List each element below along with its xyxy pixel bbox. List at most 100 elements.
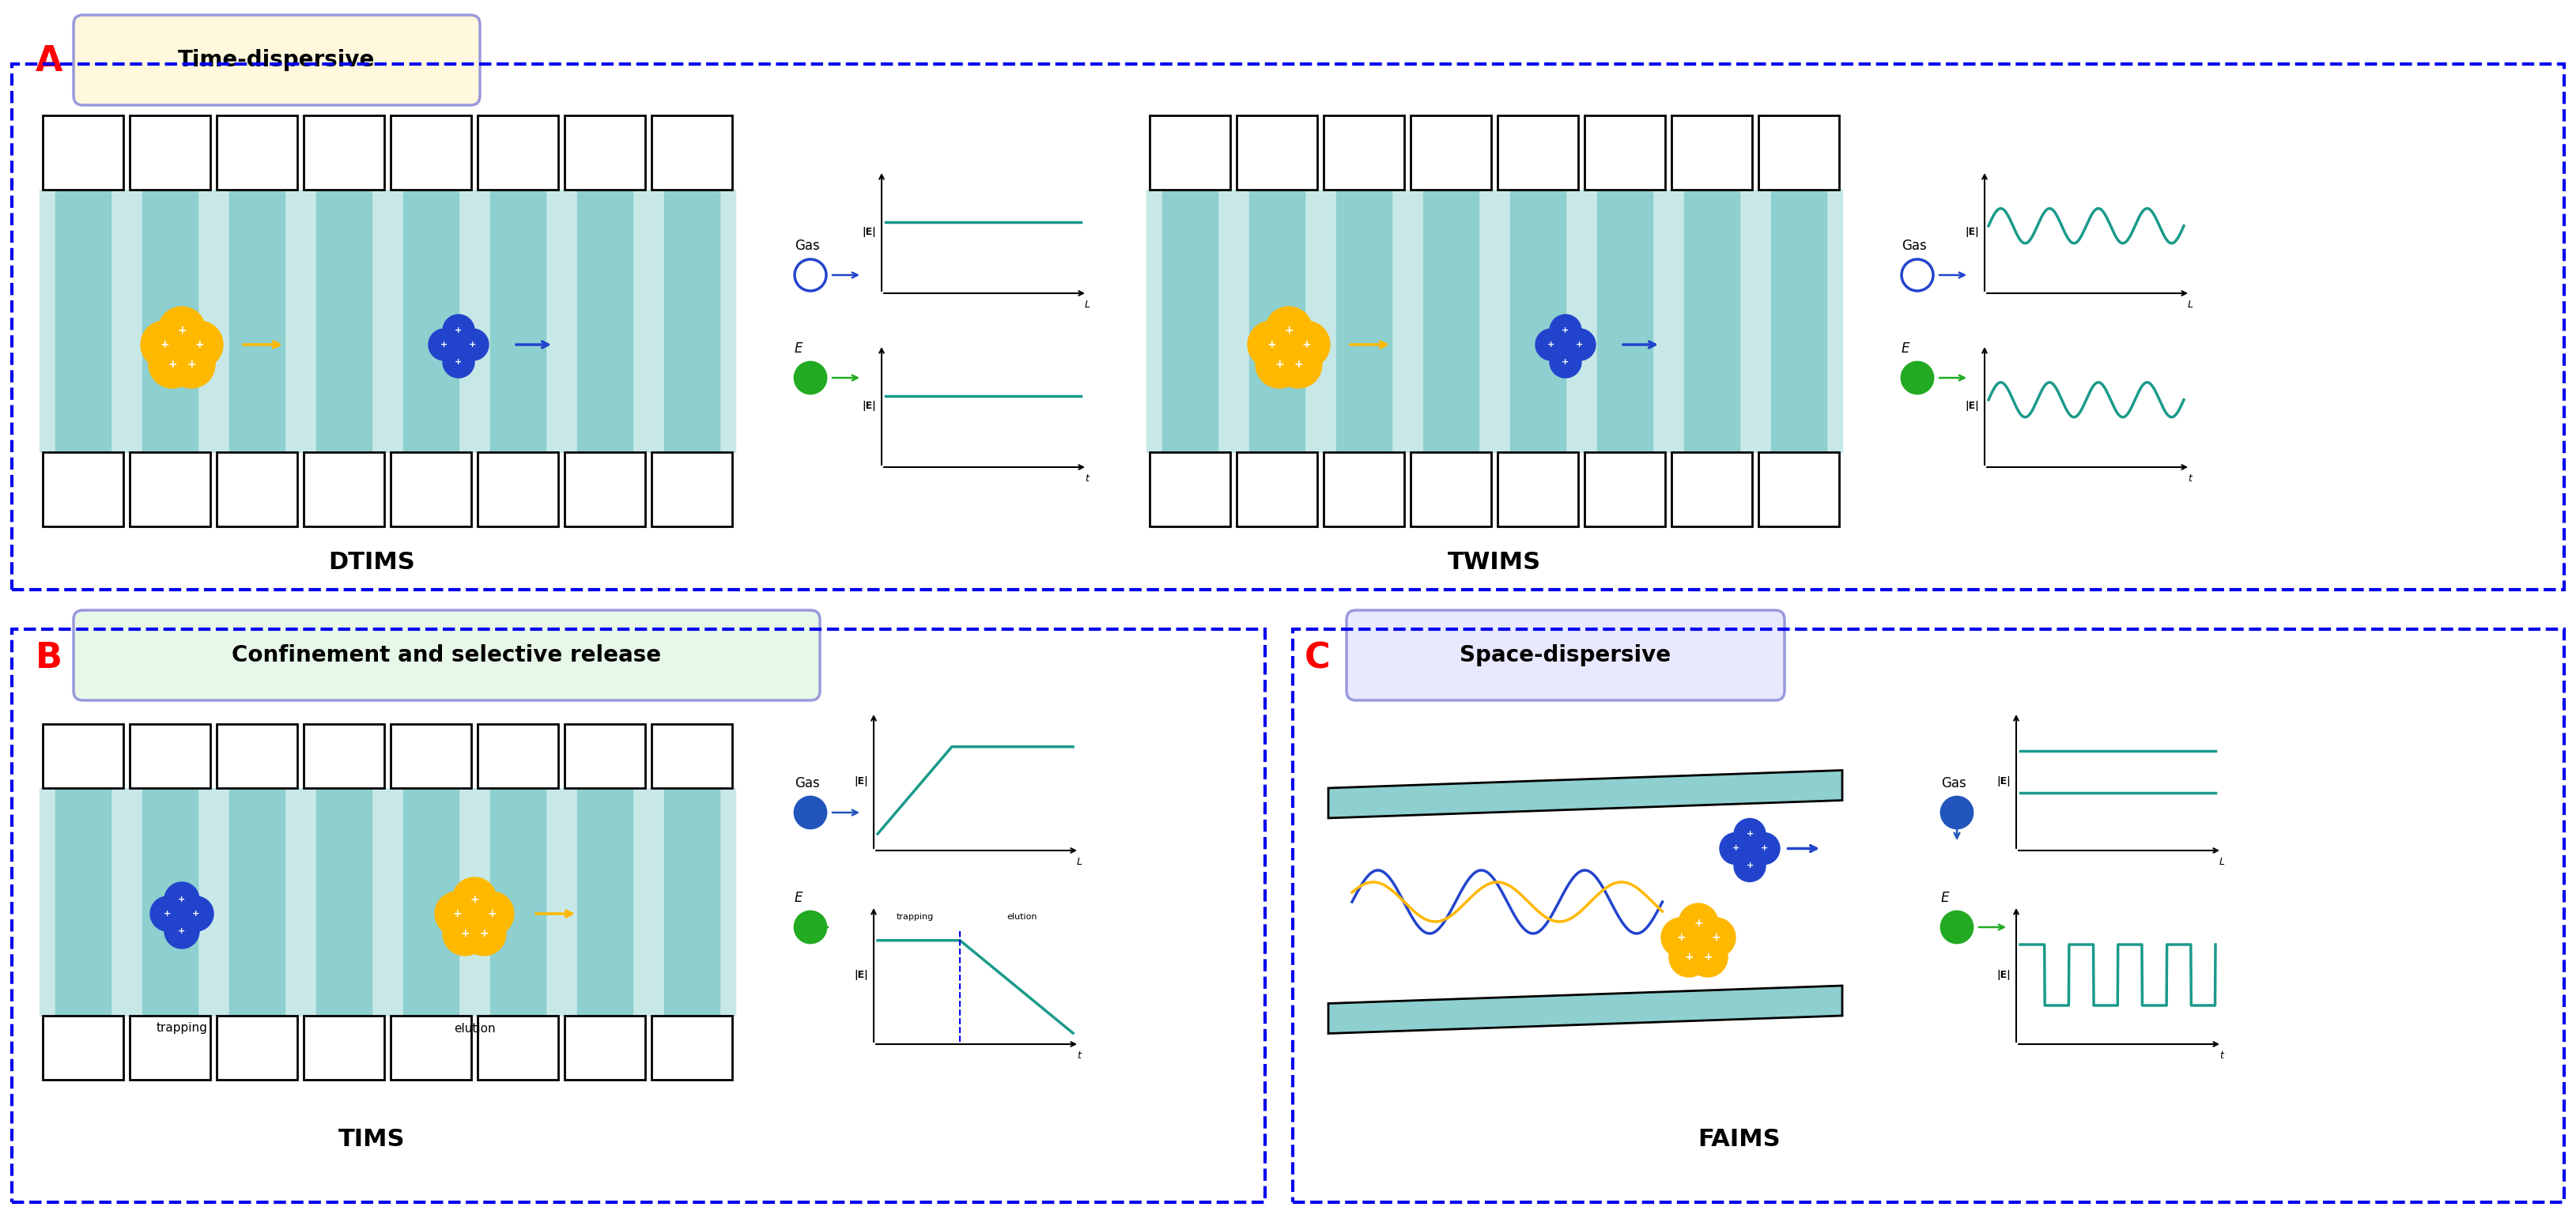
Text: +: + <box>1703 952 1713 963</box>
Circle shape <box>1255 341 1303 389</box>
Circle shape <box>1535 329 1566 360</box>
Circle shape <box>793 259 827 291</box>
Circle shape <box>469 892 515 936</box>
Circle shape <box>456 329 489 360</box>
Bar <box>216 115 296 189</box>
Circle shape <box>793 912 827 943</box>
Text: +: + <box>1285 325 1293 336</box>
Bar <box>564 1015 644 1080</box>
Circle shape <box>149 341 196 389</box>
Bar <box>1293 629 2563 1202</box>
Circle shape <box>175 321 224 368</box>
Circle shape <box>793 797 827 829</box>
Text: E: E <box>1942 891 1950 906</box>
Text: +: + <box>1747 830 1754 838</box>
Bar <box>216 1015 296 1080</box>
Text: Space-dispersive: Space-dispersive <box>1461 644 1672 666</box>
Bar <box>44 452 124 527</box>
Bar <box>129 1015 211 1080</box>
Text: +: + <box>453 908 461 919</box>
Text: |E|: |E| <box>1996 970 2012 980</box>
Bar <box>304 1015 384 1080</box>
Text: |E|: |E| <box>863 227 876 237</box>
Text: +: + <box>1577 341 1584 348</box>
Bar <box>1149 115 1229 189</box>
Circle shape <box>165 914 198 948</box>
Bar <box>216 452 296 527</box>
Bar <box>1149 452 1229 527</box>
Circle shape <box>1669 937 1708 976</box>
Bar <box>1672 452 1752 527</box>
Circle shape <box>1687 937 1728 976</box>
Circle shape <box>1734 819 1765 851</box>
Circle shape <box>1749 832 1780 864</box>
Bar <box>1584 115 1664 189</box>
Circle shape <box>1247 321 1296 368</box>
Text: elution: elution <box>1007 913 1038 921</box>
Text: +: + <box>469 341 477 348</box>
Text: +: + <box>487 908 497 919</box>
Text: +: + <box>1695 918 1703 929</box>
Text: +: + <box>178 927 185 935</box>
Bar <box>216 723 296 788</box>
Polygon shape <box>1329 770 1842 818</box>
Text: |E|: |E| <box>855 776 868 787</box>
Bar <box>489 788 546 1015</box>
Text: +: + <box>1677 932 1685 943</box>
Text: +: + <box>1275 359 1283 370</box>
Bar <box>564 452 644 527</box>
Bar <box>304 723 384 788</box>
FancyBboxPatch shape <box>75 610 819 700</box>
Bar <box>1236 452 1316 527</box>
Bar <box>304 115 384 189</box>
FancyBboxPatch shape <box>1347 610 1785 700</box>
Text: |E|: |E| <box>855 970 868 980</box>
Text: +: + <box>1301 338 1311 351</box>
Bar <box>229 788 286 1015</box>
Circle shape <box>1551 346 1582 378</box>
Bar <box>392 115 471 189</box>
Circle shape <box>1564 329 1595 360</box>
Text: +: + <box>479 927 489 938</box>
FancyBboxPatch shape <box>75 15 479 105</box>
Circle shape <box>453 877 497 921</box>
Text: +: + <box>193 910 201 918</box>
Circle shape <box>443 314 474 346</box>
Bar <box>1146 189 1842 452</box>
Circle shape <box>142 321 188 368</box>
Bar <box>1412 452 1492 527</box>
Text: L: L <box>2187 299 2192 310</box>
Text: +: + <box>1731 844 1739 853</box>
Bar <box>13 629 1265 1202</box>
Bar <box>1770 189 1826 452</box>
Bar <box>229 189 286 452</box>
Bar <box>479 452 559 527</box>
Circle shape <box>1901 259 1932 291</box>
Bar <box>1685 189 1739 452</box>
Bar <box>1759 452 1839 527</box>
Text: |E|: |E| <box>1965 227 1978 237</box>
Bar <box>1672 115 1752 189</box>
Bar <box>142 788 198 1015</box>
Bar <box>129 452 211 527</box>
Bar <box>1236 115 1316 189</box>
Text: +: + <box>440 341 448 348</box>
Bar <box>1759 115 1839 189</box>
Bar <box>129 115 211 189</box>
Circle shape <box>443 346 474 378</box>
Text: t: t <box>2187 473 2192 484</box>
Circle shape <box>157 307 206 354</box>
Text: B: B <box>36 642 62 675</box>
Bar <box>479 723 559 788</box>
Bar <box>1412 115 1492 189</box>
Circle shape <box>178 897 214 931</box>
Bar <box>1510 189 1566 452</box>
Text: +: + <box>1293 359 1303 370</box>
Bar <box>317 788 371 1015</box>
Text: DTIMS: DTIMS <box>327 551 415 573</box>
Bar <box>54 189 111 452</box>
Text: +: + <box>1548 341 1556 348</box>
Circle shape <box>1721 832 1752 864</box>
Text: +: + <box>456 358 461 365</box>
Text: L: L <box>2218 857 2226 868</box>
